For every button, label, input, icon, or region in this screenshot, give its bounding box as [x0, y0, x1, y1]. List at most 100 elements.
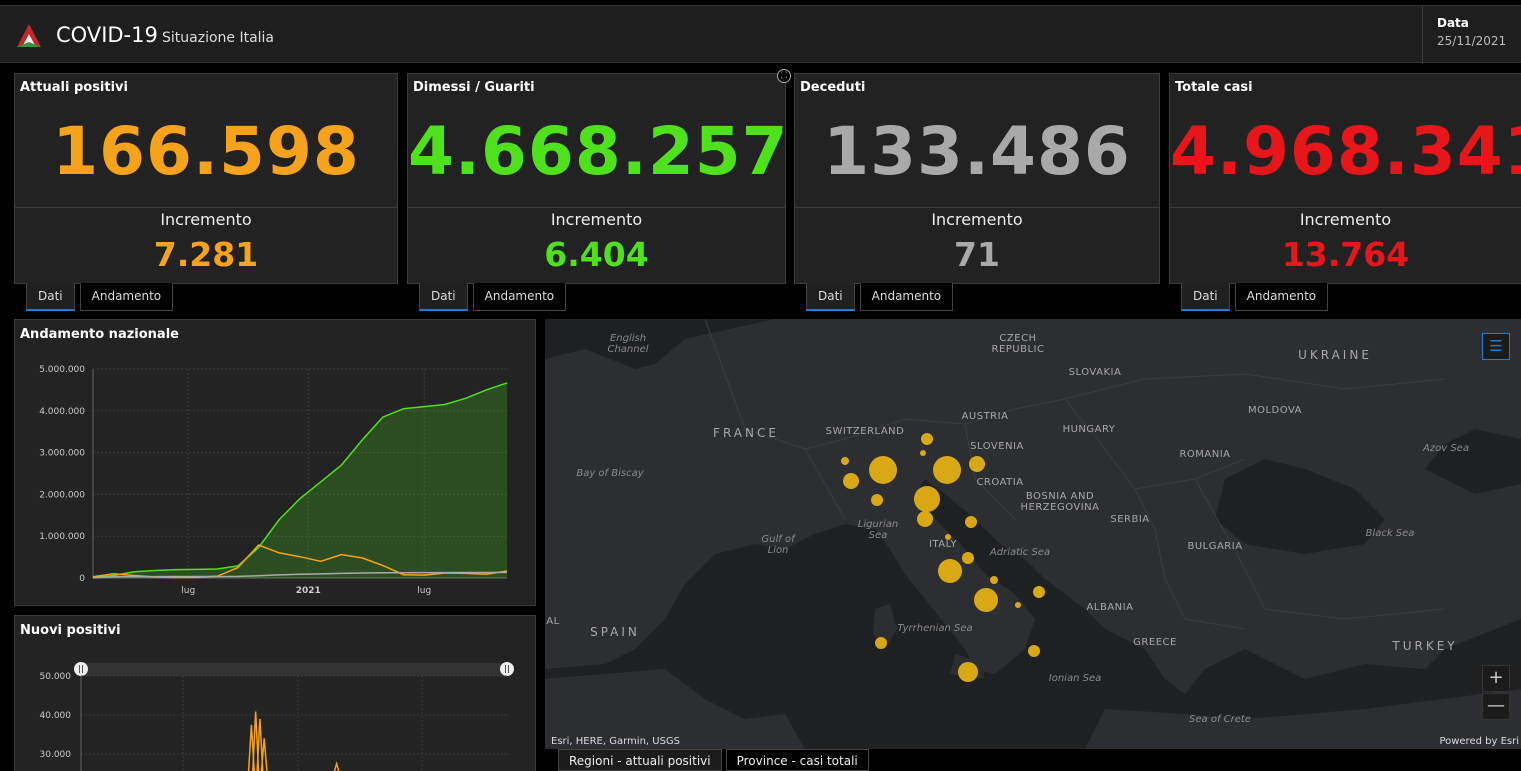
region-bubble[interactable] [938, 559, 962, 583]
card-title: Dimessi / Guariti [413, 80, 535, 95]
region-bubble[interactable] [841, 457, 849, 465]
tab-andamento[interactable]: Andamento [472, 283, 567, 311]
card-attuali-positivi: Attuali positivi 166.598 Incremento 7.28… [14, 73, 398, 284]
card-dimessi-guariti: Dimessi / Guariti 4.668.257 Incremento 6… [407, 73, 789, 284]
map-label: Azov Sea [1423, 443, 1469, 454]
divider [408, 207, 785, 208]
map-label: Sea of Crete [1189, 714, 1251, 725]
map-label: MOLDOVA [1247, 405, 1302, 416]
tab-province-casi-totali[interactable]: Province - casi totali [725, 749, 869, 771]
map-label: Black Sea [1365, 528, 1415, 539]
card-tabs-guariti: Dati Andamento [419, 283, 567, 311]
legend-list-icon[interactable]: ☰ [1482, 333, 1510, 360]
range-slider-handle[interactable] [500, 662, 514, 676]
card-totale-casi: Totale casi 4.968.341 Incremento 13.764 [1169, 73, 1521, 284]
map-label: HUNGARY [1062, 424, 1116, 435]
region-bubble[interactable] [871, 494, 883, 506]
increment-label: Incremento [550, 210, 643, 229]
region-bubble[interactable] [945, 534, 951, 540]
region-bubble[interactable] [990, 576, 998, 584]
region-bubble[interactable] [875, 637, 887, 649]
card-title: Deceduti [800, 80, 866, 95]
divider [1170, 207, 1521, 208]
divider [795, 207, 1159, 208]
map-label: BULGARIA [1187, 541, 1243, 552]
map-label: CZECH REPUBLIC [991, 333, 1045, 355]
region-bubble[interactable] [974, 588, 998, 612]
panel-title: Nuovi positivi [20, 623, 121, 638]
map-label: ROMANIA [1179, 449, 1231, 460]
region-bubble[interactable] [914, 486, 940, 512]
increment-value: 7.281 [153, 235, 259, 274]
region-bubble[interactable] [921, 433, 933, 445]
card-value: 4.968.341 [1170, 113, 1521, 190]
card-title: Attuali positivi [20, 80, 128, 95]
region-bubble[interactable] [1015, 602, 1021, 608]
region-bubble[interactable] [958, 662, 978, 682]
region-bubble[interactable] [969, 456, 985, 472]
card-deceduti: Deceduti 133.486 Incremento 71 [794, 73, 1160, 284]
app-subtitle: Situazione Italia [162, 30, 275, 46]
y-tick-label: 50.000 [40, 672, 72, 682]
card-value: 133.486 [823, 113, 1131, 190]
map-label: English Channel [607, 333, 649, 355]
region-bubble[interactable] [869, 456, 897, 484]
tab-dati[interactable]: Dati [806, 283, 855, 311]
range-slider-handle[interactable] [74, 662, 88, 676]
series-area [93, 382, 507, 578]
region-bubble[interactable] [843, 473, 859, 489]
andamento-line-chart[interactable]: 5.000.000 4.000.000 3.000.000 2.000.000 1.00… [15, 320, 535, 605]
nuovi-positivi-chart[interactable]: 50.000 40.000 30.000 [15, 616, 535, 771]
y-tick-label: 3.000.000 [39, 449, 85, 459]
card-tabs-totale: Dati Andamento [1181, 283, 1329, 311]
tab-andamento[interactable]: Andamento [859, 283, 954, 311]
tab-dati[interactable]: Dati [1181, 283, 1230, 311]
tab-regioni-attuali-positivi[interactable]: Regioni - attuali positivi [558, 749, 722, 771]
tab-andamento[interactable]: Andamento [79, 283, 174, 311]
region-bubble[interactable] [962, 552, 974, 564]
date-box: Data 25/11/2021 [1422, 6, 1521, 64]
tab-dati[interactable]: Dati [419, 283, 468, 311]
italy-map[interactable]: English Channel CZECH REPUBLIC UKRAINE S… [545, 319, 1521, 749]
map-label: Bay of Biscay [576, 468, 644, 479]
region-bubble[interactable] [933, 456, 961, 484]
series-line [92, 571, 508, 579]
zoom-out-button[interactable]: — [1482, 693, 1510, 720]
map-tabs: Regioni - attuali positivi Province - ca… [558, 749, 869, 771]
map-label: BOSNIA AND HERZEGOVINA [1020, 491, 1100, 513]
map-label: Gulf of Lion [761, 534, 795, 556]
region-bubble[interactable] [965, 516, 977, 528]
x-tick-label: lug [417, 586, 431, 596]
italy-covid-logo-icon [17, 24, 41, 47]
zoom-in-button[interactable]: + [1482, 665, 1510, 692]
y-tick-label: 5.000.000 [39, 365, 85, 375]
expand-icon[interactable]: ⛶ [777, 69, 791, 83]
increment-value: 13.764 [1281, 235, 1410, 274]
region-bubble[interactable] [920, 450, 926, 456]
y-tick-label: 40.000 [40, 711, 72, 721]
map-label: SLOVAKIA [1068, 367, 1122, 378]
region-bubble[interactable] [917, 511, 933, 527]
region-bubble[interactable] [1033, 586, 1045, 598]
app-header: COVID-19 Situazione Italia Data 25/11/20… [0, 5, 1521, 64]
map-label: GREECE [1133, 637, 1177, 648]
y-tick-label: 0 [79, 574, 85, 584]
map-label: SPAIN [590, 625, 640, 639]
region-bubble[interactable] [1028, 645, 1040, 657]
increment-value: 6.404 [544, 235, 649, 274]
map-attribution: Esri, HERE, Garmin, USGS [551, 736, 681, 747]
card-value: 166.598 [52, 113, 360, 190]
map-label: SERBIA [1110, 514, 1150, 525]
increment-label: Incremento [931, 210, 1023, 229]
nuovi-positivi-panel: Nuovi positivi 50.000 40.000 30.000 [14, 615, 536, 771]
tab-dati[interactable]: Dati [26, 283, 75, 311]
tab-andamento[interactable]: Andamento [1234, 283, 1329, 311]
positives-spike [247, 724, 255, 771]
card-value: 4.668.257 [408, 113, 789, 190]
map-powered-by[interactable]: Powered by Esri [1439, 736, 1519, 747]
map-label: SWITZERLAND [825, 426, 905, 437]
range-slider-track[interactable] [81, 663, 507, 676]
y-tick-label: 30.000 [40, 750, 72, 760]
map-label: Adriatic Sea [989, 547, 1051, 558]
map-label: ITALY [929, 539, 957, 550]
